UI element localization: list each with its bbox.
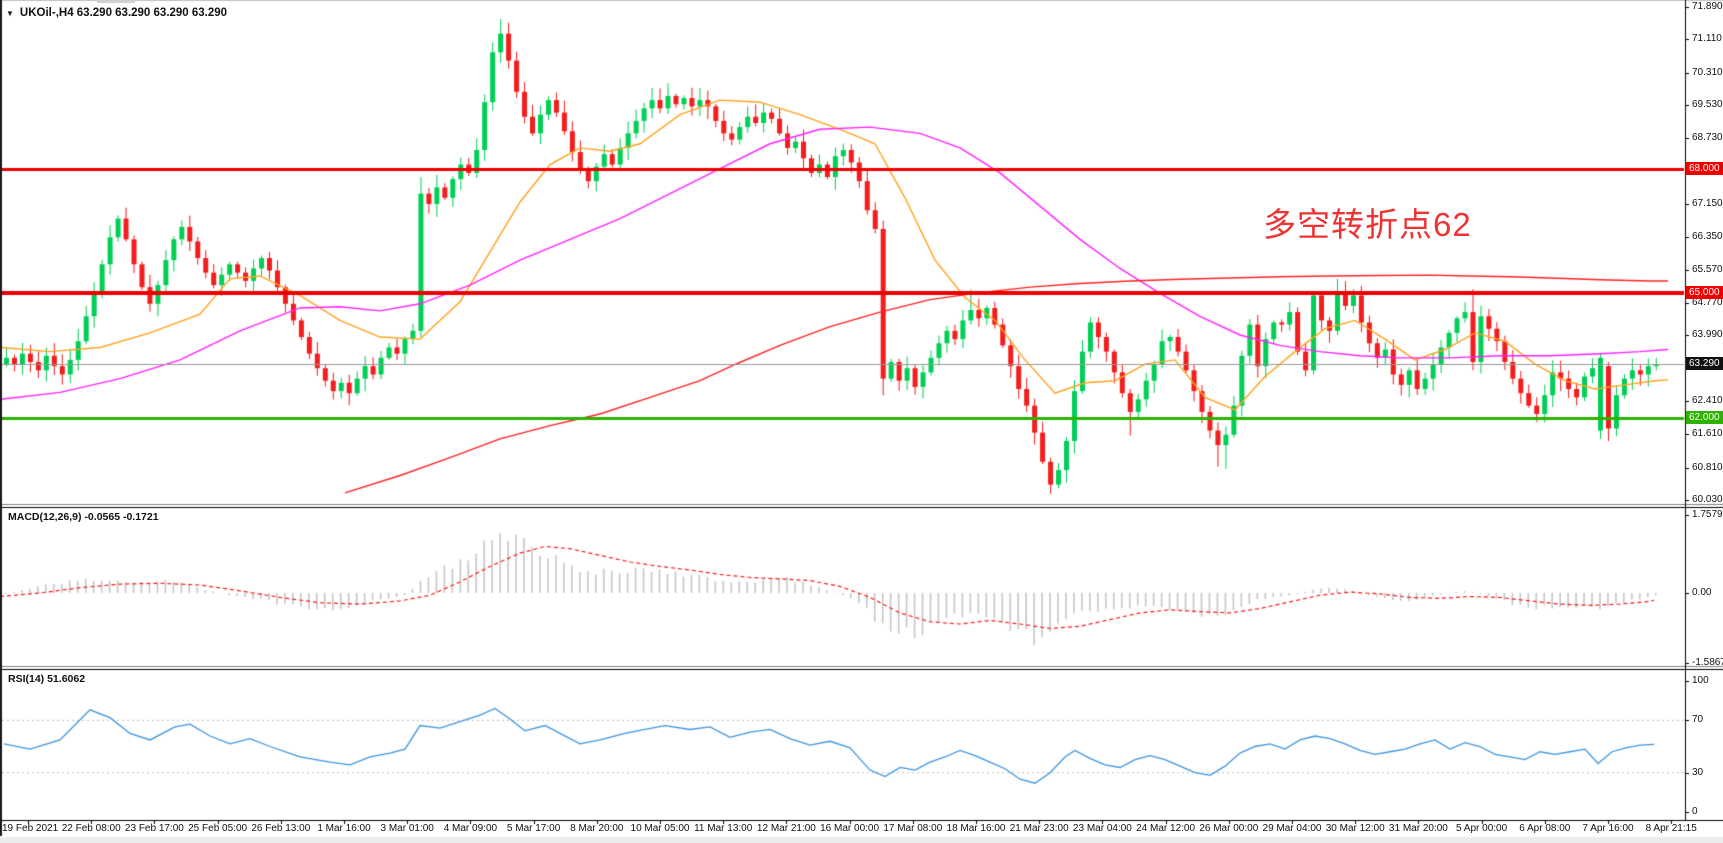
time-axis-label: 6 Apr 08:00 — [1519, 823, 1571, 834]
price-tick-label: 70.310 — [1692, 66, 1723, 78]
time-axis-label: 7 Apr 16:00 — [1582, 823, 1634, 834]
price-tick-label: 63.990 — [1692, 329, 1723, 341]
time-axis-label: 25 Feb 05:00 — [188, 823, 248, 834]
time-axis-label: 30 Mar 12:00 — [1325, 823, 1385, 834]
price-tick-label: 62.410 — [1692, 395, 1723, 407]
price-tick-label: 69.530 — [1692, 99, 1723, 111]
time-axis-label: 5 Apr 00:00 — [1456, 823, 1508, 834]
symbol-header: ▼ UKOil-,H4 63.290 63.290 63.290 63.290 — [6, 7, 227, 19]
time-axis-label: 24 Mar 12:00 — [1136, 823, 1196, 834]
time-axis-label: 26 Mar 00:00 — [1199, 823, 1259, 834]
macd-axis-label: -1.5867 — [1692, 657, 1723, 669]
time-axis-label: 17 Mar 08:00 — [883, 823, 943, 834]
price-tick-label: 60.810 — [1692, 461, 1723, 473]
rsi-axis-label: 0 — [1692, 806, 1698, 817]
macd-axis-label: 1.7579 — [1692, 509, 1723, 521]
rsi-axis-label: 30 — [1692, 766, 1704, 778]
time-axis-label: 5 Mar 17:00 — [506, 823, 561, 834]
time-axis-label: 19 Feb 2021 — [2, 823, 59, 834]
time-axis-label: 8 Mar 20:00 — [570, 823, 624, 834]
time-axis-label: 31 Mar 20:00 — [1388, 823, 1448, 834]
time-axis-label: 26 Feb 13:00 — [251, 823, 311, 834]
price-badge-68.000: 68.000 — [1686, 161, 1723, 175]
time-axis-label: 11 Mar 13:00 — [694, 823, 753, 834]
time-axis-label: 21 Mar 23:00 — [1009, 823, 1069, 834]
time-axis-label: 23 Feb 17:00 — [124, 823, 184, 834]
price-tick-label: 68.730 — [1692, 132, 1723, 144]
time-axis-label: 16 Mar 00:00 — [820, 823, 880, 834]
dropdown-triangle-icon[interactable]: ▼ — [6, 8, 14, 18]
time-axis-label: 12 Mar 21:00 — [756, 823, 816, 834]
symbol-ohlc-text: UKOil-,H4 63.290 63.290 63.290 63.290 — [19, 7, 228, 19]
price-tick-label: 66.350 — [1692, 231, 1723, 243]
time-axis-label: 8 Apr 21:15 — [1645, 823, 1697, 834]
price-badge-62.000: 62.000 — [1686, 411, 1723, 425]
time-axis-label: 3 Mar 01:00 — [380, 823, 434, 834]
macd-axis-label: 0.00 — [1692, 587, 1712, 598]
time-axis-label: 23 Mar 04:00 — [1072, 823, 1132, 834]
price-tick-label: 60.030 — [1692, 493, 1723, 505]
price-badge-63.290: 63.290 — [1686, 357, 1723, 371]
chart-annotation-text[interactable]: 多空转折点62 — [1263, 206, 1472, 243]
macd-indicator-label: MACD(12,26,9) -0.0565 -0.1721 — [8, 511, 159, 523]
rsi-axis-label: 70 — [1692, 714, 1704, 726]
price-tick-label: 65.570 — [1692, 263, 1723, 275]
time-axis-label: 18 Mar 16:00 — [946, 823, 1006, 834]
rsi-indicator-label: RSI(14) 51.6062 — [8, 673, 86, 685]
time-axis-label: 1 Mar 16:00 — [317, 823, 371, 834]
rsi-axis-label: 100 — [1692, 675, 1709, 686]
price-tick-label: 71.890 — [1692, 1, 1723, 12]
time-axis-label: 4 Mar 09:00 — [443, 823, 498, 834]
price-tick-label: 71.110 — [1692, 33, 1722, 45]
price-tick-label: 61.610 — [1692, 428, 1723, 440]
price-tick-label: 64.770 — [1692, 296, 1723, 308]
time-axis-label: 22 Feb 08:00 — [61, 823, 121, 834]
time-axis-label: 29 Mar 04:00 — [1262, 823, 1322, 834]
price-tick-label: 67.150 — [1692, 198, 1723, 210]
time-axis-label: 10 Mar 05:00 — [630, 823, 690, 834]
price-badge-65.000: 65.000 — [1686, 286, 1723, 300]
